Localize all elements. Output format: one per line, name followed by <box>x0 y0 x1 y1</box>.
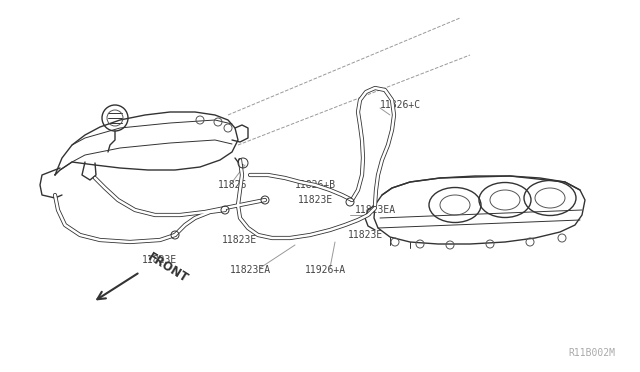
Text: 11823E: 11823E <box>222 235 257 245</box>
Text: 11823E: 11823E <box>298 195 333 205</box>
Text: FRONT: FRONT <box>145 250 190 285</box>
Text: 11823E: 11823E <box>142 255 177 265</box>
Text: 11823EA: 11823EA <box>355 205 396 215</box>
Text: 11926+A: 11926+A <box>305 265 346 275</box>
Text: 11826: 11826 <box>218 180 248 190</box>
Text: 11823E: 11823E <box>348 230 383 240</box>
Text: 11826+C: 11826+C <box>380 100 421 110</box>
Text: 11826+B: 11826+B <box>295 180 336 190</box>
Text: R11B002M: R11B002M <box>568 348 615 358</box>
Text: 11823EA: 11823EA <box>230 265 271 275</box>
